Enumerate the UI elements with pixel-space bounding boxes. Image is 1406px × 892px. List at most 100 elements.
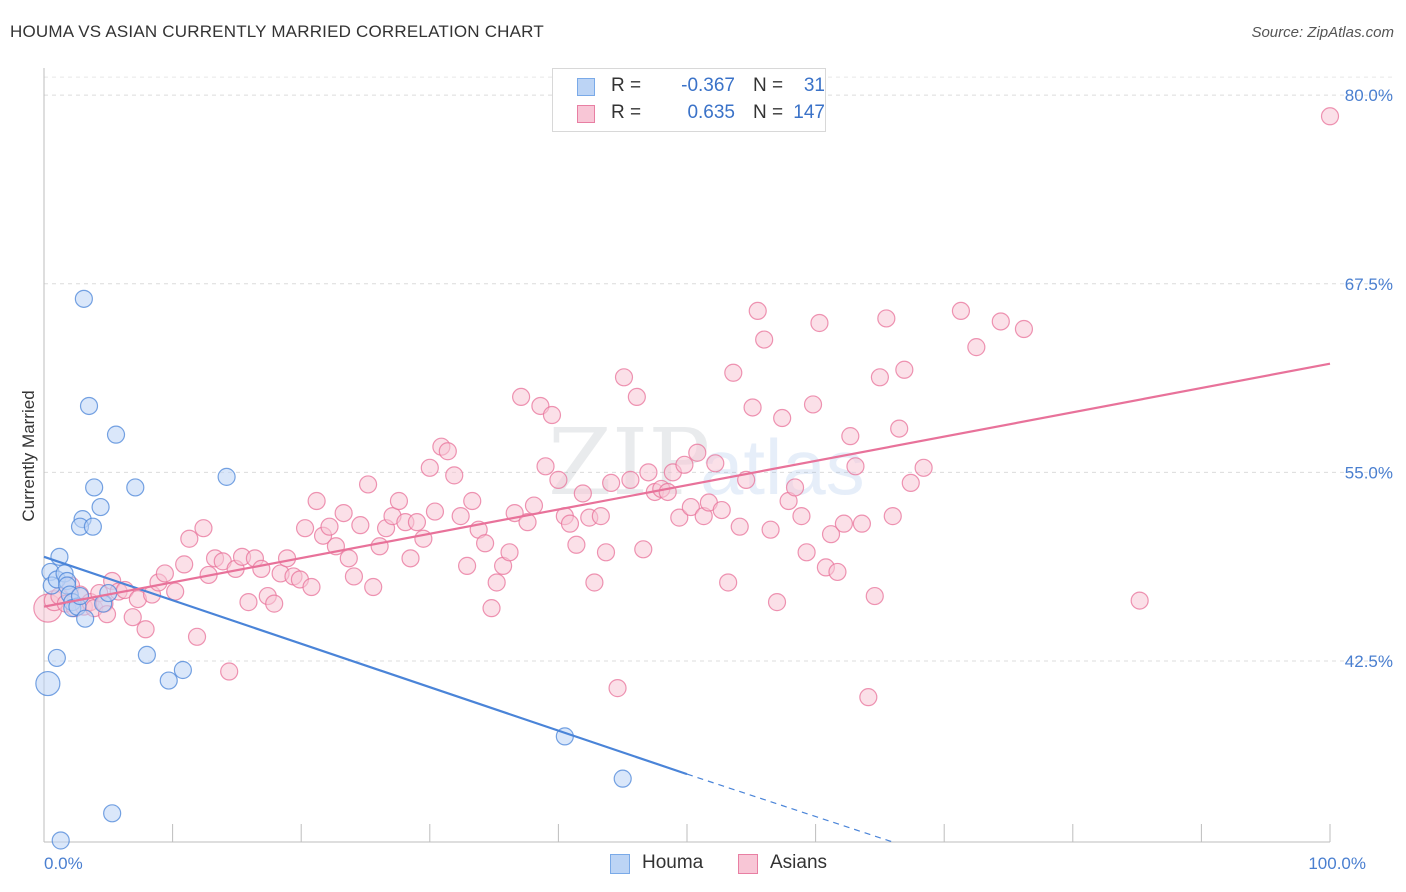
asians-point-111 <box>719 573 738 592</box>
asians-point-112 <box>724 363 743 382</box>
asians-point-86 <box>567 535 586 554</box>
asians-point-39 <box>277 549 297 568</box>
asians-point-48 <box>334 503 353 523</box>
asians-point-18 <box>136 620 155 639</box>
houma-point-22 <box>91 497 110 517</box>
series-swatch-houma <box>610 854 630 874</box>
houma-point-29 <box>159 671 178 690</box>
legend-n-label: N = <box>753 102 784 123</box>
asians-point-146 <box>1014 319 1034 339</box>
asians-point-142 <box>914 458 933 477</box>
asians-point-133 <box>852 514 871 533</box>
asians-point-95 <box>621 470 640 489</box>
chart-title: HOUMA VS ASIAN CURRENTLY MARRIED CORRELA… <box>10 22 544 41</box>
houma-point-19 <box>83 517 102 536</box>
asians-point-68 <box>457 556 477 575</box>
axes <box>43 68 1331 843</box>
y-tick-label-1: 55.0% <box>1345 463 1393 482</box>
houma-point-20 <box>76 609 95 628</box>
legend-r-label: R = <box>611 75 642 96</box>
asians-point-106 <box>688 443 707 462</box>
series-label-houma: Houma <box>642 852 704 873</box>
asians-point-129 <box>828 562 847 582</box>
asians-point-91 <box>596 543 616 562</box>
asians-point-125 <box>803 395 823 414</box>
asians-point-67 <box>451 507 470 526</box>
houma-point-3 <box>47 648 66 668</box>
asians-point-35 <box>252 559 271 579</box>
asians-point-126 <box>810 313 829 333</box>
x-tick-label-1: 100.0% <box>1308 854 1366 873</box>
legend-n-value: 31 <box>803 75 825 96</box>
y-tick-label-2: 67.5% <box>1345 275 1393 294</box>
asians-point-115 <box>743 398 762 417</box>
asians-point-148 <box>1320 107 1340 126</box>
asians-point-119 <box>767 593 787 612</box>
asians-point-104 <box>675 455 694 474</box>
asians-point-124 <box>797 543 816 562</box>
asians-point-73 <box>487 573 506 592</box>
houma-point-30 <box>173 660 192 680</box>
legend-swatch-houma <box>577 78 595 96</box>
source-credit: Source: ZipAtlas.com <box>1251 24 1394 41</box>
asians-point-139 <box>890 419 909 438</box>
asians-point-103 <box>670 508 689 527</box>
asians-point-98 <box>639 463 658 482</box>
legend-swatch-asians <box>577 105 595 123</box>
asians-trend-line <box>43 362 1331 608</box>
x-tick-label-0: 0.0% <box>44 854 83 873</box>
houma-point-31 <box>217 467 236 486</box>
asians-point-26 <box>194 519 213 538</box>
houma-point-33 <box>613 769 632 788</box>
asians-point-117 <box>755 330 774 349</box>
asians-point-105 <box>681 497 700 517</box>
asians-point-79 <box>524 496 544 515</box>
asians-point-59 <box>401 549 420 568</box>
asians-point-43 <box>302 577 321 597</box>
asians-point-116 <box>748 301 767 321</box>
asians-point-78 <box>518 513 537 532</box>
asians-point-60 <box>407 513 427 532</box>
houma-point-16 <box>79 396 99 416</box>
asians-point-118 <box>761 520 780 539</box>
houma-point-21 <box>85 478 104 497</box>
asians-point-52 <box>358 475 378 494</box>
houma-point-25 <box>106 425 126 444</box>
houma-point-6 <box>51 831 70 850</box>
asians-point-143 <box>951 301 971 321</box>
asians-point-134 <box>859 688 878 707</box>
asians-point-53 <box>364 577 383 597</box>
asians-point-46 <box>320 517 339 536</box>
asians-point-71 <box>475 534 495 553</box>
asians-point-30 <box>220 662 239 681</box>
series-swatch-asians <box>738 854 758 874</box>
asians-point-51 <box>351 516 370 535</box>
asians-point-147 <box>1130 591 1149 610</box>
houma-point-28 <box>137 645 156 665</box>
asians-point-101 <box>658 482 677 502</box>
trend-lines <box>43 362 1331 843</box>
asians-point-132 <box>846 457 865 476</box>
y-axis-title: Currently Married <box>19 390 38 521</box>
asians-point-50 <box>344 567 364 586</box>
asians-point-130 <box>834 514 853 533</box>
asians-point-65 <box>438 442 457 461</box>
asians-point-145 <box>991 312 1010 331</box>
asians-points <box>33 107 1340 707</box>
asians-point-82 <box>542 405 562 425</box>
asians-point-110 <box>712 500 731 520</box>
asians-point-24 <box>180 529 199 548</box>
asians-point-131 <box>841 427 860 446</box>
asians-point-93 <box>608 679 627 698</box>
asians-point-135 <box>865 586 884 606</box>
asians-point-42 <box>295 519 315 538</box>
asians-point-94 <box>614 368 634 387</box>
asians-point-137 <box>877 309 896 328</box>
asians-point-140 <box>895 360 914 379</box>
houma-trend-line <box>43 555 688 776</box>
asians-point-22 <box>166 582 185 601</box>
x-tick-labels: 0.0% 100.0% <box>44 854 1366 873</box>
asians-point-120 <box>773 408 792 428</box>
houma-trend-extension <box>686 773 893 843</box>
asians-point-113 <box>730 517 749 536</box>
